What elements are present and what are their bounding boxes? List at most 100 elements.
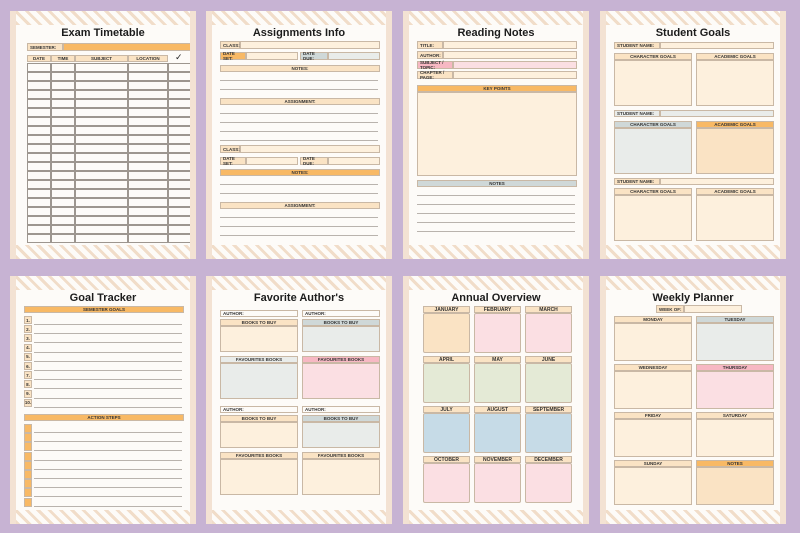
table-cell[interactable] [51, 180, 75, 189]
table-cell[interactable] [27, 180, 51, 189]
goal-line[interactable] [34, 397, 182, 399]
semester-field[interactable] [63, 43, 190, 51]
table-cell[interactable] [27, 126, 51, 135]
table-cell[interactable] [75, 90, 128, 99]
table-cell[interactable] [168, 63, 190, 72]
table-cell[interactable] [75, 189, 128, 198]
date-set-field[interactable] [246, 157, 298, 165]
table-cell[interactable] [168, 108, 190, 117]
table-cell[interactable] [75, 72, 128, 81]
month-box-september[interactable] [525, 413, 572, 453]
title-field[interactable] [443, 41, 577, 49]
favourite-books-area[interactable] [220, 363, 298, 399]
day-area-monday[interactable] [614, 323, 692, 361]
table-cell[interactable] [168, 180, 190, 189]
favourite-books-area[interactable] [302, 459, 380, 495]
table-cell[interactable] [168, 171, 190, 180]
table-cell[interactable] [128, 72, 168, 81]
table-cell[interactable] [27, 72, 51, 81]
character-goals-area[interactable] [614, 195, 692, 241]
table-cell[interactable] [128, 234, 168, 243]
books-to-buy-area[interactable] [220, 422, 298, 448]
table-cell[interactable] [128, 153, 168, 162]
table-cell[interactable] [75, 207, 128, 216]
table-cell[interactable] [75, 108, 128, 117]
goal-line[interactable] [34, 370, 182, 371]
favourite-books-area[interactable] [220, 459, 298, 495]
goal-line[interactable] [34, 388, 182, 390]
favourite-books-area[interactable] [302, 363, 380, 399]
table-cell[interactable] [75, 198, 128, 207]
month-box-january[interactable] [423, 313, 470, 353]
table-cell[interactable] [168, 189, 190, 198]
table-cell[interactable] [51, 126, 75, 135]
subject-topic-field[interactable] [453, 61, 577, 69]
key-points-area[interactable] [417, 92, 577, 176]
table-cell[interactable] [168, 99, 190, 108]
day-area-sunday[interactable] [614, 467, 692, 505]
chapter-page-field[interactable] [453, 71, 577, 79]
table-cell[interactable] [51, 117, 75, 126]
academic-goals-area[interactable] [696, 195, 774, 241]
table-cell[interactable] [128, 189, 168, 198]
table-cell[interactable] [75, 225, 128, 234]
month-box-july[interactable] [423, 413, 470, 453]
table-cell[interactable] [27, 198, 51, 207]
day-area-friday[interactable] [614, 419, 692, 457]
table-cell[interactable] [27, 81, 51, 90]
table-cell[interactable] [128, 126, 168, 135]
table-cell[interactable] [75, 234, 128, 243]
table-cell[interactable] [51, 234, 75, 243]
table-cell[interactable] [128, 207, 168, 216]
student-name-field[interactable] [660, 178, 774, 185]
table-cell[interactable] [128, 180, 168, 189]
month-box-november[interactable] [474, 463, 521, 503]
table-cell[interactable] [51, 81, 75, 90]
table-cell[interactable] [128, 63, 168, 72]
table-cell[interactable] [128, 81, 168, 90]
table-cell[interactable] [168, 207, 190, 216]
table-cell[interactable] [128, 144, 168, 153]
academic-goals-area[interactable] [696, 128, 774, 174]
table-cell[interactable] [168, 216, 190, 225]
table-cell[interactable] [128, 90, 168, 99]
table-cell[interactable] [75, 99, 128, 108]
table-cell[interactable] [27, 135, 51, 144]
table-cell[interactable] [51, 144, 75, 153]
table-cell[interactable] [168, 90, 190, 99]
table-cell[interactable] [75, 216, 128, 225]
author-field[interactable] [443, 51, 577, 59]
table-cell[interactable] [51, 225, 75, 234]
student-name-field[interactable] [660, 42, 774, 49]
day-area-wednesday[interactable] [614, 371, 692, 409]
month-box-february[interactable] [474, 313, 521, 353]
table-cell[interactable] [51, 207, 75, 216]
table-cell[interactable] [168, 225, 190, 234]
table-cell[interactable] [168, 144, 190, 153]
table-cell[interactable] [51, 162, 75, 171]
table-cell[interactable] [27, 225, 51, 234]
action-step-line[interactable] [34, 459, 182, 461]
month-box-may[interactable] [474, 363, 521, 403]
table-cell[interactable] [128, 171, 168, 180]
goal-line[interactable] [34, 342, 182, 344]
action-step-line[interactable] [34, 468, 182, 470]
table-cell[interactable] [27, 108, 51, 117]
day-area-thursday[interactable] [696, 371, 774, 409]
table-cell[interactable] [51, 216, 75, 225]
character-goals-area[interactable] [614, 60, 692, 106]
class-field[interactable] [240, 41, 380, 49]
action-step-line[interactable] [34, 450, 182, 452]
action-step-line[interactable] [34, 441, 182, 443]
table-cell[interactable] [27, 162, 51, 171]
books-to-buy-area[interactable] [220, 326, 298, 352]
table-cell[interactable] [51, 198, 75, 207]
table-cell[interactable] [128, 225, 168, 234]
table-cell[interactable] [75, 126, 128, 135]
student-name-field[interactable] [660, 110, 774, 117]
action-step-line[interactable] [34, 478, 182, 479]
table-cell[interactable] [27, 216, 51, 225]
day-area-saturday[interactable] [696, 419, 774, 457]
date-set-field[interactable] [246, 52, 298, 60]
table-cell[interactable] [51, 153, 75, 162]
